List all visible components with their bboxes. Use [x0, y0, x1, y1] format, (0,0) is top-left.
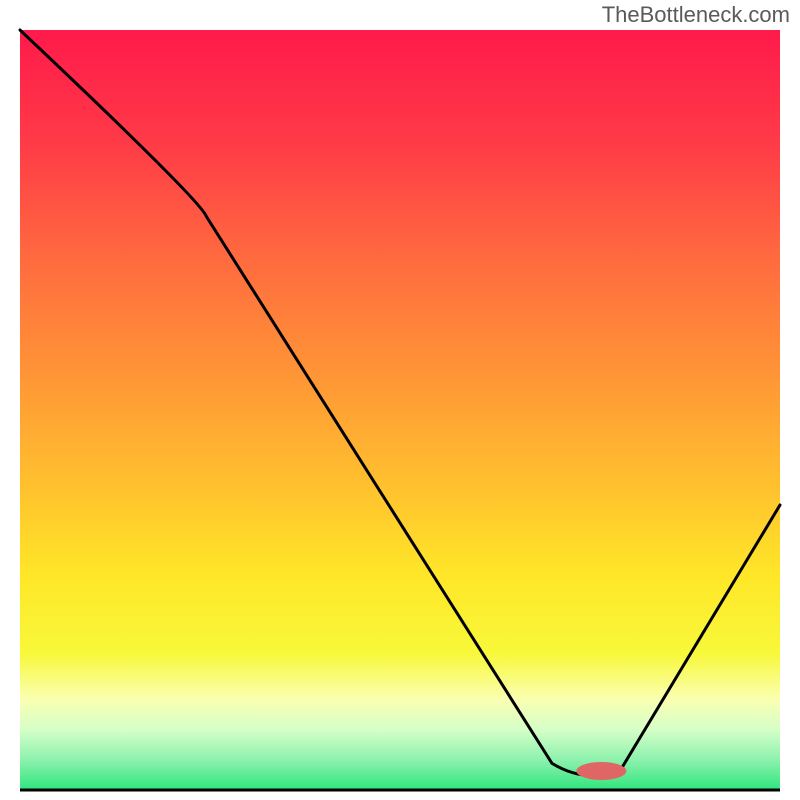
- chart-container: TheBottleneck.com: [0, 0, 800, 800]
- gradient-background: [20, 30, 780, 790]
- optimal-marker: [576, 762, 626, 780]
- bottleneck-chart: [0, 0, 800, 800]
